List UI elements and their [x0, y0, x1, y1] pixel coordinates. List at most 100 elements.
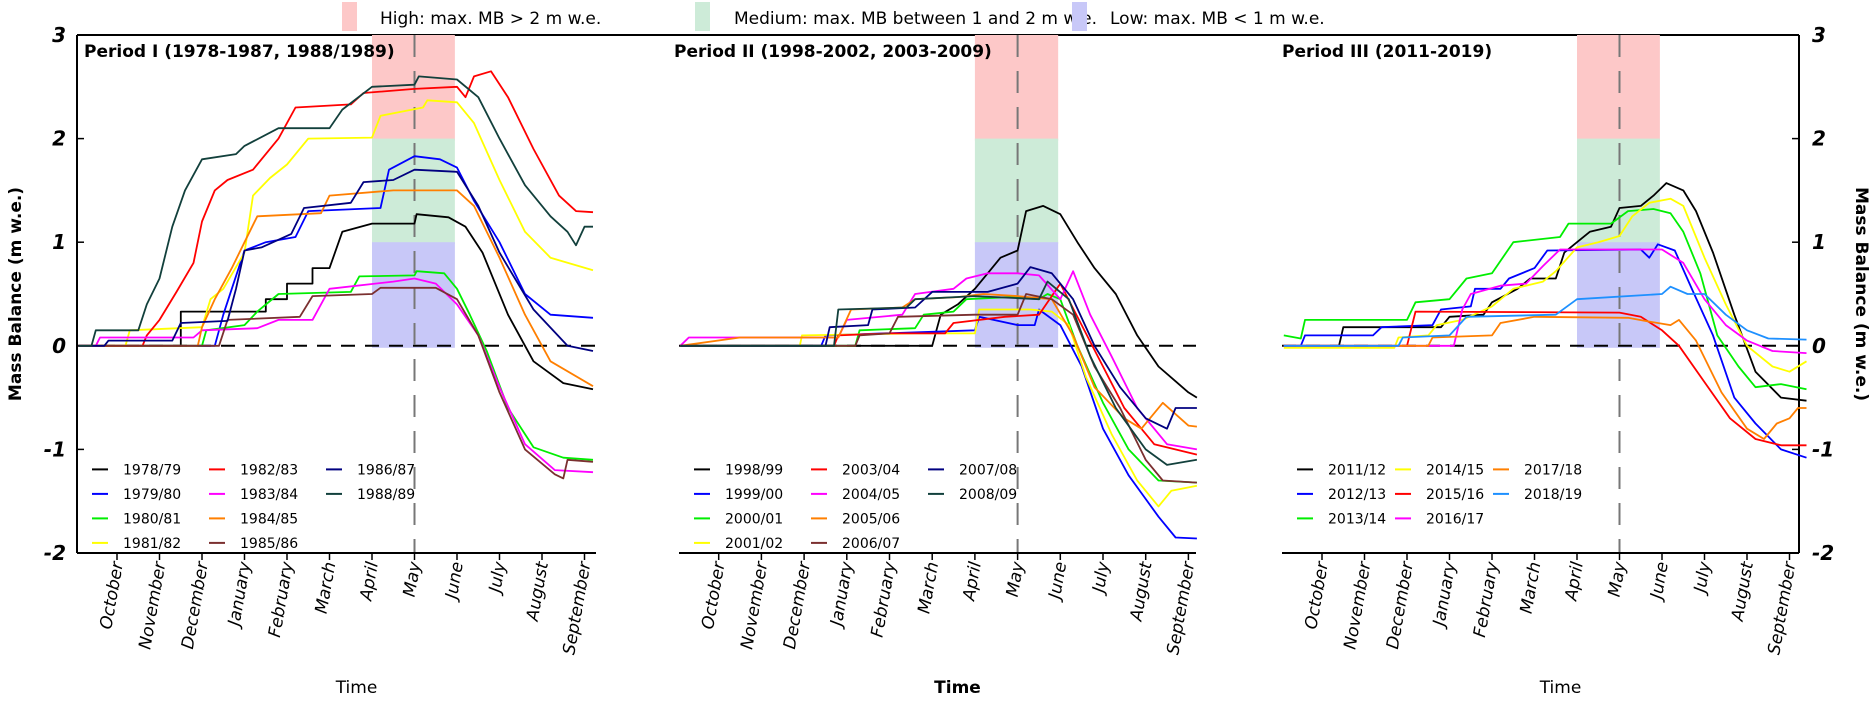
series-line-1998-99	[680, 205, 1198, 399]
legend-label: 2018/19	[1524, 487, 1582, 503]
x-tick-label: March	[1517, 560, 1546, 615]
legend-label: 2000/01	[725, 511, 783, 527]
y-tick-label-right: 3	[1812, 23, 1826, 47]
y-tick-label-right: -2	[1812, 541, 1834, 565]
series-line-1981-82	[78, 99, 594, 347]
series-line-1988-89	[78, 75, 593, 347]
x-tick-label: June	[1646, 560, 1673, 603]
y-tick-label-left: 0	[52, 334, 66, 358]
legend-label: 2001/02	[725, 536, 783, 552]
legend-label: 1984/85	[240, 511, 298, 527]
x-tick-label: July	[1690, 559, 1716, 596]
legend-label: 1985/86	[240, 536, 298, 552]
x-tick-label: January	[1429, 559, 1461, 630]
x-tick-label: March	[914, 560, 943, 615]
x-tick-label: April	[1561, 560, 1588, 603]
x-tick-label: May	[1605, 559, 1631, 598]
legend-label: 1999/00	[725, 487, 783, 503]
legend-label: 2012/13	[1328, 487, 1386, 503]
y-tick-label-left: -1	[44, 437, 66, 461]
series-line-2015-16	[1283, 310, 1807, 447]
x-tick-label: May	[400, 559, 426, 598]
x-tick-label: June	[1045, 560, 1072, 603]
legend-label: 1978/79	[123, 462, 181, 478]
y-axis-label-right: Mass Balance (m w.e.)	[1851, 187, 1871, 401]
shaded-band-1	[1577, 138, 1660, 245]
panel-3: October November December January February Ma…	[1282, 35, 1807, 698]
y-tick-label-right: 0	[1812, 334, 1826, 358]
panel-2: October November December January February Ma…	[674, 35, 1199, 698]
shaded-band-1	[974, 138, 1059, 245]
x-tick-label: January	[826, 559, 858, 630]
legend-label: 2011/12	[1328, 462, 1386, 478]
legend-label: 1981/82	[123, 536, 181, 552]
panel-title: Period I (1978-1987, 1988/1989)	[84, 42, 395, 62]
legend-label: 2005/06	[842, 511, 900, 527]
legend-label: 1982/83	[240, 462, 298, 478]
legend-label: 2008/09	[959, 487, 1017, 503]
x-tick-label: April	[356, 560, 383, 603]
series-line-1982-83	[78, 70, 594, 347]
x-tick-label: June	[441, 560, 468, 603]
series-line-1979-80	[78, 155, 594, 347]
legend-label: 2015/16	[1426, 487, 1484, 503]
x-axis-label: Time	[934, 678, 981, 698]
x-axis-label: Time	[335, 678, 378, 698]
y-tick-label-left: 3	[52, 23, 66, 47]
x-tick-label: September	[559, 559, 595, 656]
series-line-1978-79	[78, 213, 594, 391]
legend-label: 2016/17	[1426, 511, 1484, 527]
x-tick-label: December	[178, 559, 213, 650]
top-legend-swatch-2	[1072, 2, 1087, 31]
panel-title: Period III (2011-2019)	[1282, 42, 1492, 62]
top-legend-swatch-1	[695, 2, 710, 31]
top-legend-label-1: Medium: max. MB between 1 and 2 m w.e.	[734, 9, 1097, 29]
series-line-2014-15	[1283, 197, 1807, 373]
series-line-1985-86	[78, 286, 594, 480]
series-line-2006-07	[680, 293, 1197, 484]
x-tick-label: September	[1764, 559, 1800, 656]
x-tick-label: November	[135, 559, 170, 651]
y-tick-label-right: 2	[1812, 127, 1826, 151]
x-tick-label: February	[265, 559, 298, 638]
x-tick-label: February	[867, 559, 900, 638]
x-tick-label: July	[485, 559, 511, 596]
series-line-1980-81	[78, 270, 594, 461]
shaded-band-2	[372, 242, 455, 348]
legend-label: 2013/14	[1328, 511, 1386, 527]
series-line-2008-09	[680, 280, 1198, 466]
legend-label: 2007/08	[959, 462, 1017, 478]
x-tick-label: October	[96, 559, 128, 630]
y-tick-label-right: 1	[1812, 230, 1826, 254]
series-line-1984-85	[78, 189, 594, 387]
y-axis-label-left: Mass Balance (m w.e.)	[6, 187, 26, 401]
panel-title: Period II (1998-2002, 2003-2009)	[674, 42, 992, 62]
top-legend-label-0: High: max. MB > 2 m w.e.	[380, 9, 601, 29]
x-tick-label: February	[1470, 559, 1503, 638]
x-tick-label: March	[312, 560, 341, 615]
x-tick-label: April	[959, 560, 986, 603]
top-legend-label-2: Low: max. MB < 1 m w.e.	[1110, 9, 1325, 29]
y-tick-label-right: -1	[1812, 437, 1834, 461]
legend-label: 1983/84	[240, 487, 298, 503]
legend-label: 1998/99	[725, 462, 783, 478]
x-tick-label: October	[1301, 559, 1333, 630]
legend-label: 2006/07	[842, 536, 900, 552]
series-line-2007-08	[680, 266, 1197, 430]
x-tick-label: December	[780, 559, 815, 650]
series-line-2012-13	[1283, 243, 1807, 459]
x-tick-label: August	[1728, 559, 1758, 623]
legend-label: 2014/15	[1426, 462, 1484, 478]
legend-label: 2004/05	[842, 487, 900, 503]
y-tick-label-left: 1	[52, 230, 66, 254]
series-line-2003-04	[680, 282, 1198, 456]
top-legend: High: max. MB > 2 m w.e. Medium: max. MB …	[342, 2, 1325, 31]
shaded-band-0	[974, 35, 1059, 141]
x-tick-label: September	[1163, 559, 1199, 656]
series-line-1983-84	[78, 277, 594, 474]
series-line-2011-12	[1283, 182, 1807, 402]
series-line-1986-87	[78, 168, 594, 352]
x-tick-label: November	[737, 559, 772, 651]
